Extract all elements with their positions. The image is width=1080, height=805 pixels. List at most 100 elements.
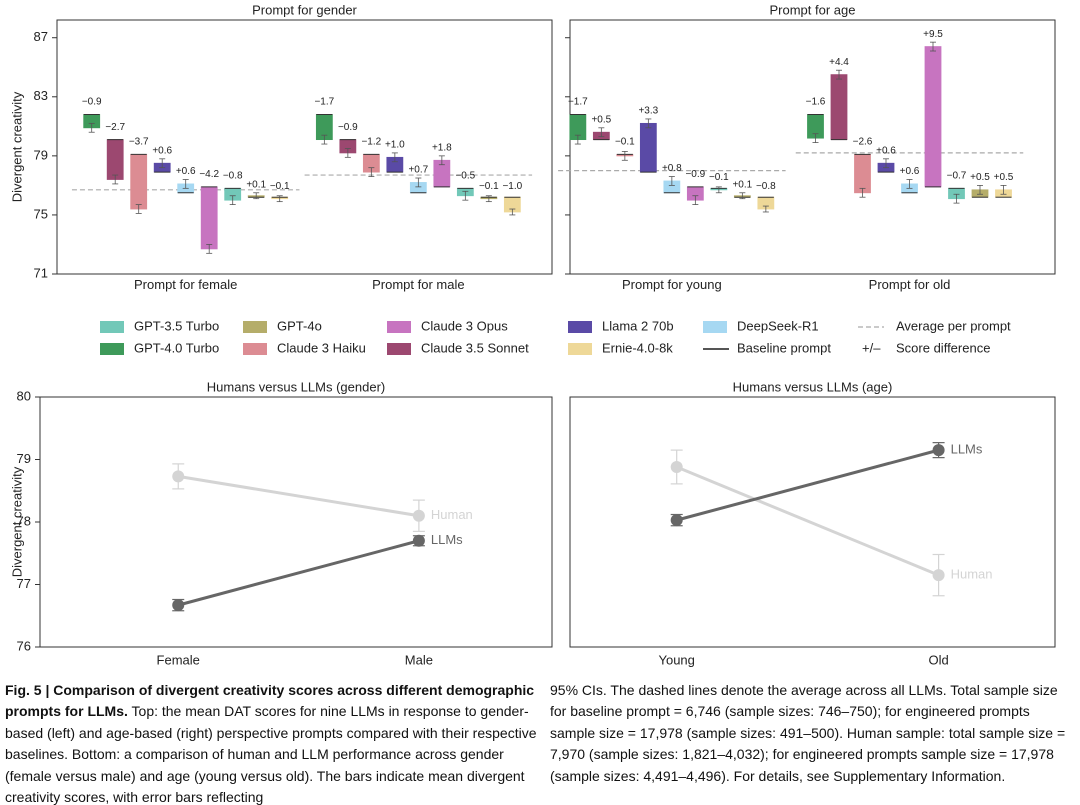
bar xyxy=(200,186,218,250)
x-tick-label: Male xyxy=(405,652,433,667)
diff-label: +0.7 xyxy=(408,165,428,176)
diff-label: −1.7 xyxy=(314,97,334,108)
legend-swatch xyxy=(100,321,124,333)
chart-title: Humans versus LLMs (age) xyxy=(733,379,893,394)
diff-label: −0.1 xyxy=(615,137,635,148)
series-label: LLMs xyxy=(951,442,983,457)
diff-label: −3.7 xyxy=(129,137,149,148)
y-tick-label: 80 xyxy=(17,388,31,403)
legend-swatch xyxy=(100,343,124,355)
line xyxy=(177,539,420,607)
legend-label: DeepSeek-R1 xyxy=(737,318,819,333)
diff-label: −2.7 xyxy=(105,122,125,133)
diff-label: −0.9 xyxy=(685,169,705,180)
bar xyxy=(854,153,871,194)
legend-label: Claude 3 Opus xyxy=(421,318,508,333)
point xyxy=(412,534,425,547)
legend-label: GPT-3.5 Turbo xyxy=(134,318,219,333)
diff-label: +4.4 xyxy=(829,57,849,68)
legend-swatch xyxy=(387,321,411,333)
diff-label: +1.0 xyxy=(385,140,405,151)
diff-label: +0.5 xyxy=(970,172,990,183)
diff-label: −2.6 xyxy=(853,137,873,148)
legend-label: Average per prompt xyxy=(896,318,1011,333)
legend-label: Claude 3.5 Sonnet xyxy=(421,340,529,355)
y-axis-label: Divergent creativity xyxy=(9,466,24,577)
point xyxy=(172,599,185,612)
caption-text: Top: the mean DAT scores for nine LLMs i… xyxy=(5,703,537,805)
bar xyxy=(639,122,657,173)
diff-label: −0.5 xyxy=(455,171,475,182)
y-tick-label: 83 xyxy=(34,88,48,103)
legend-label: Ernie-4.0-8k xyxy=(602,340,673,355)
legend-label: Llama 2 70b xyxy=(602,318,674,333)
diff-label: +0.5 xyxy=(994,172,1014,183)
diff-label: −0.8 xyxy=(223,171,243,182)
diff-label: +0.5 xyxy=(591,114,611,125)
diff-label: −0.1 xyxy=(270,181,290,192)
diff-label: +1.8 xyxy=(432,143,452,154)
diff-label: −0.1 xyxy=(479,181,499,192)
legend-swatch xyxy=(387,343,411,355)
caption-right: 95% CIs. The dashed lines denote the ave… xyxy=(550,682,1066,784)
chart-title: Prompt for gender xyxy=(252,2,357,17)
line xyxy=(676,448,939,522)
point xyxy=(670,514,683,527)
legend-label: GPT-4.0 Turbo xyxy=(134,340,219,355)
series-label: Human xyxy=(431,507,473,522)
legend-swatch xyxy=(568,343,592,355)
x-tick-label: Prompt for male xyxy=(372,277,465,292)
legend-swatch xyxy=(243,321,267,333)
legend-swatch xyxy=(243,343,267,355)
legend-label: GPT-4o xyxy=(277,318,322,333)
y-tick-label: 78 xyxy=(17,513,31,528)
x-tick-label: Prompt for female xyxy=(134,277,238,292)
point xyxy=(172,470,185,483)
diff-label: +0.6 xyxy=(152,145,172,156)
y-axis-label: Divergent creativity xyxy=(9,91,24,202)
diff-label: −1.7 xyxy=(568,97,588,108)
diff-label: −0.8 xyxy=(756,181,776,192)
y-tick-label: 87 xyxy=(34,29,48,44)
panel-frame xyxy=(39,396,553,648)
series-label: Human xyxy=(951,567,993,582)
point xyxy=(932,569,945,582)
diff-label: +3.3 xyxy=(638,106,658,117)
x-tick-label: Old xyxy=(928,652,948,667)
legend-swatch xyxy=(568,321,592,333)
x-tick-label: Prompt for old xyxy=(868,277,951,292)
diff-label: −1.6 xyxy=(806,97,826,108)
diff-label: +0.1 xyxy=(732,179,752,190)
point xyxy=(670,461,683,473)
diff-label: +0.6 xyxy=(876,145,896,156)
point xyxy=(932,444,945,457)
diff-label: +9.5 xyxy=(923,29,943,40)
diff-label: −0.9 xyxy=(338,122,358,133)
x-tick-label: Young xyxy=(658,652,694,667)
diff-label: −0.7 xyxy=(947,171,967,182)
bar xyxy=(830,74,848,141)
bar xyxy=(130,153,148,210)
legend-label: Score difference xyxy=(896,340,990,355)
y-tick-label: 79 xyxy=(34,147,48,162)
y-tick-label: 75 xyxy=(34,206,48,221)
diff-label: +0.8 xyxy=(662,163,682,174)
line xyxy=(177,474,420,518)
diff-label: +0.6 xyxy=(900,166,920,177)
bar xyxy=(106,139,124,180)
point xyxy=(412,509,425,522)
series-label: LLMs xyxy=(431,532,463,547)
chart-title: Prompt for age xyxy=(770,2,856,17)
caption-left: Fig. 5 | Comparison of divergent creativ… xyxy=(5,680,540,805)
legend-label: Claude 3 Haiku xyxy=(277,340,366,355)
panel-frame xyxy=(56,19,553,275)
panel-frame xyxy=(569,396,1056,648)
legend-symbol: +/– xyxy=(862,340,881,355)
caption-title: Fig. 5 | Comparison of divergent creativ… xyxy=(5,682,535,720)
chart-title: Humans versus LLMs (gender) xyxy=(207,379,385,394)
bar xyxy=(924,46,942,188)
diff-label: −1.2 xyxy=(361,137,381,148)
diff-label: +0.1 xyxy=(246,179,266,190)
y-tick-label: 76 xyxy=(17,638,31,653)
diff-label: −0.1 xyxy=(709,172,729,183)
